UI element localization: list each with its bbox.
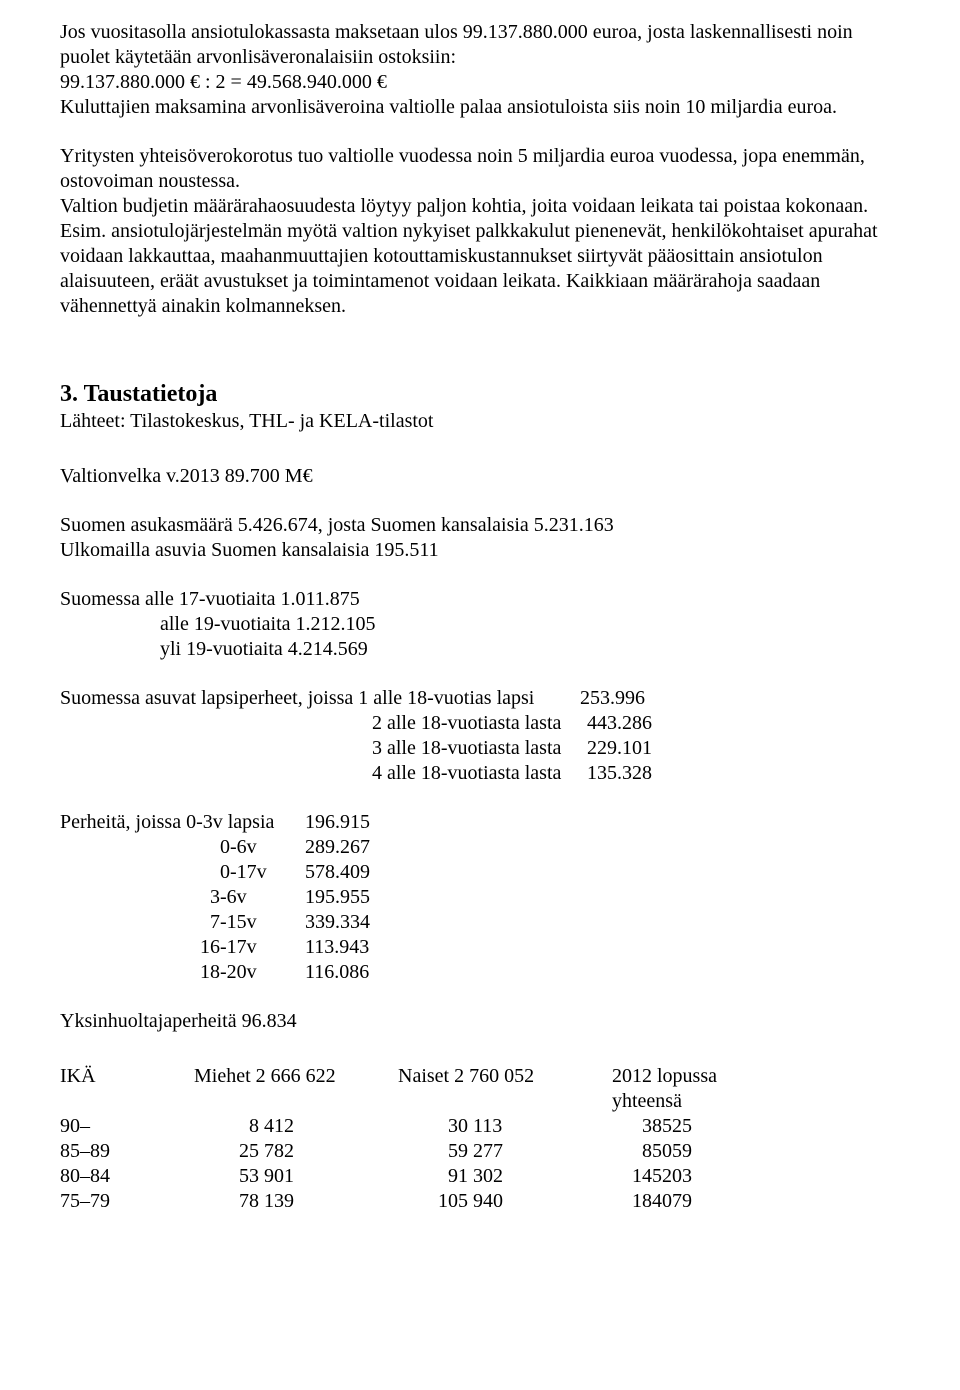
stat-value: 339.334 [305,910,370,935]
section-subtitle: Lähteet: Tilastokeskus, THL- ja KELA-til… [60,409,900,434]
stat-value: 135.328 [587,761,652,786]
table-cell: 75–79 [60,1189,194,1214]
table-cell: 80–84 [60,1164,194,1189]
stat-value: 289.267 [305,835,370,860]
stat-line: alle 19-vuotiaita 1.212.105 [60,613,376,635]
table-header: Miehet 2 666 622 [194,1064,398,1089]
stat-label: 3-6v [210,885,305,910]
stat-label: 2 alle 18-vuotiasta lasta [372,711,587,736]
table-cell: 78 139 [194,1189,398,1214]
table-cell: 59 277 [398,1139,612,1164]
section-heading: 3. Taustatietoja [60,379,900,409]
stat-label: Suomessa asuvat lapsiperheet, joissa 1 a… [60,686,580,711]
stat-line: Ulkomailla asuvia Suomen kansalaisia 195… [60,539,439,561]
stat-label: 4 alle 18-vuotiasta lasta [372,761,587,786]
table-header: Naiset 2 760 052 [398,1064,612,1089]
stat-line: yli 19-vuotiaita 4.214.569 [60,638,368,660]
table-cell: 8 412 [194,1114,398,1139]
stat-label: 7-15v [210,910,305,935]
stat-value: 196.915 [305,810,370,835]
stat-line: Suomessa alle 17-vuotiaita 1.011.875 [60,588,360,610]
table-cell: 85–89 [60,1139,194,1164]
table-cell: 184079 [612,1189,766,1214]
table-row: yhteensä [60,1089,766,1114]
table-row: 90– 8 412 30 113 38525 [60,1114,766,1139]
paragraph-text: Kuluttajien maksamina arvonlisäveroina v… [60,96,837,118]
paragraph-text: Yritysten yhteisöverokorotus tuo valtiol… [60,145,865,192]
stat-line: Yksinhuoltajaperheitä 96.834 [60,1009,900,1034]
table-cell: 53 901 [194,1164,398,1189]
stat-line: Valtionvelka v.2013 89.700 M€ [60,464,900,489]
age-table: IKÄ Miehet 2 666 622 Naiset 2 760 052 20… [60,1064,766,1214]
table-cell: 30 113 [398,1114,612,1139]
stat-label: 18-20v [200,960,305,985]
stat-value: 195.955 [305,885,370,910]
stat-value: 253.996 [580,686,645,711]
table-row: IKÄ Miehet 2 666 622 Naiset 2 760 052 20… [60,1064,766,1089]
table-cell: 38525 [612,1114,766,1139]
stat-label: 0-17v [220,860,305,885]
table-cell: 105 940 [398,1189,612,1214]
stat-value: 229.101 [587,736,652,761]
table-cell: 90– [60,1114,194,1139]
table-row: 75–79 78 139 105 940 184079 [60,1189,766,1214]
stat-line: Suomen asukasmäärä 5.426.674, josta Suom… [60,514,614,536]
paragraph-text: 99.137.880.000 € : 2 = 49.568.940.000 € [60,71,387,93]
table-header: 2012 lopussa [612,1064,766,1089]
paragraph-text: Jos vuositasolla ansiotulokassasta makse… [60,21,853,68]
table-cell: 145203 [612,1164,766,1189]
table-cell: 85059 [612,1139,766,1164]
table-header: IKÄ [60,1064,194,1089]
table-cell: 91 302 [398,1164,612,1189]
stat-label: Perheitä, joissa 0-3v lapsia [60,810,305,835]
paragraph-text: Valtion budjetin määrärahaosuudesta löyt… [60,195,878,317]
table-row: 80–84 53 901 91 302 145203 [60,1164,766,1189]
stat-label: 0-6v [220,835,305,860]
stat-value: 443.286 [587,711,652,736]
stat-value: 113.943 [305,935,369,960]
table-row: 85–89 25 782 59 277 85059 [60,1139,766,1164]
stat-value: 578.409 [305,860,370,885]
stat-value: 116.086 [305,960,369,985]
table-cell: 25 782 [194,1139,398,1164]
table-header: yhteensä [612,1089,766,1114]
stat-label: 16-17v [200,935,305,960]
stat-label: 3 alle 18-vuotiasta lasta [372,736,587,761]
